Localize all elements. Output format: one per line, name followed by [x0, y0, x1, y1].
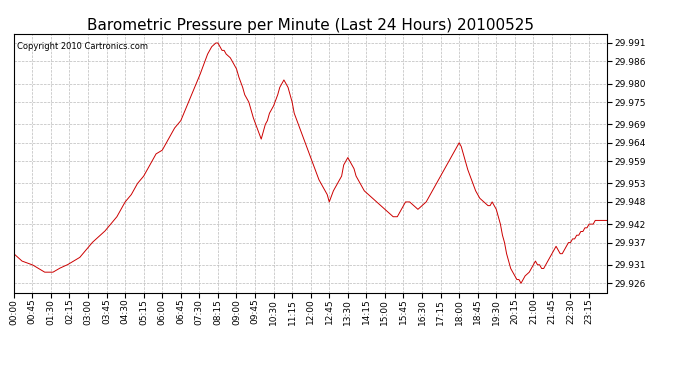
Title: Barometric Pressure per Minute (Last 24 Hours) 20100525: Barometric Pressure per Minute (Last 24 …: [87, 18, 534, 33]
Text: Copyright 2010 Cartronics.com: Copyright 2010 Cartronics.com: [17, 42, 148, 51]
